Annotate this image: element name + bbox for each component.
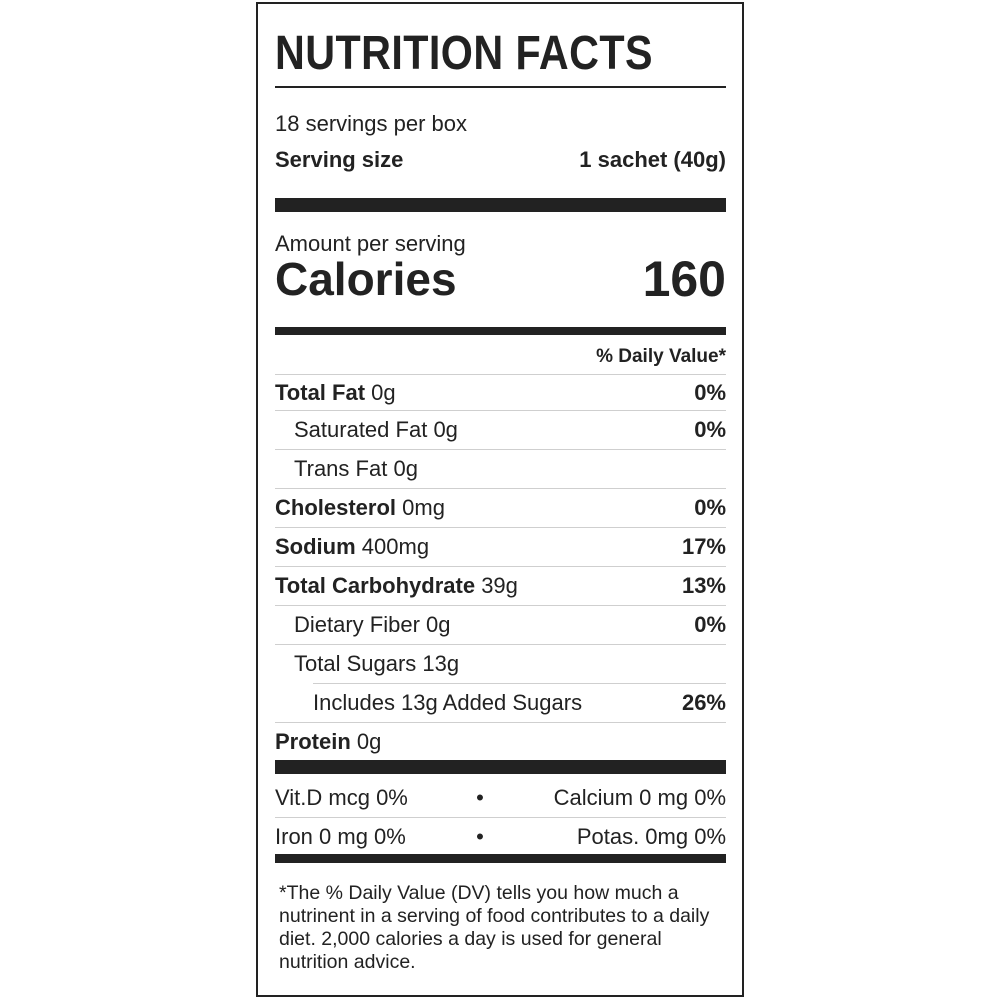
footnote: *The % Daily Value (DV) tells you how mu… [279, 882, 710, 973]
nutrient-row-total-fat: Total Fat 0g 0% [275, 374, 726, 410]
label-title: NUTRITION FACTS [275, 27, 653, 80]
vitamin-d: Vit.D mcg 0% [275, 785, 408, 810]
potassium: Potas. 0mg 0% [576, 824, 726, 849]
nutrient-dv: 0% [694, 417, 726, 442]
nutrient-name: Total Fat [275, 379, 366, 405]
nutrient-amount: 0g [393, 456, 418, 481]
nutrient-amount: 39g [481, 573, 518, 598]
amount-per-serving: Amount per serving [275, 231, 466, 256]
nutrient-name: Saturated Fat [294, 417, 428, 442]
vitamin-row: Iron 0 mg 0% • Potas. 0mg 0% [275, 818, 726, 856]
nutrient-name: Protein [275, 729, 351, 754]
serving-size-row: Serving size 1 sachet (40g) [275, 147, 726, 173]
nutrient-dv: 13% [681, 573, 726, 598]
calories-label: Calories [275, 253, 457, 305]
servings-per-container: 18 servings per box [275, 111, 467, 136]
calcium: Calcium 0 mg 0% [553, 785, 726, 810]
nutrition-facts-label: NUTRITION FACTS 18 servings per box Serv… [256, 2, 744, 997]
calories-value: 160 [642, 251, 726, 307]
nutrient-name: Cholesterol [275, 495, 397, 520]
calories-row: Calories 160 [275, 252, 726, 306]
thick-divider [275, 760, 726, 774]
nutrient-name: Sodium [275, 534, 356, 559]
thick-divider [275, 198, 726, 212]
nutrient-amount: 0g [356, 729, 382, 754]
bullet-separator: • [476, 785, 484, 810]
nutrient-name: Includes 13g Added Sugars [313, 690, 583, 715]
divider [275, 86, 726, 88]
medium-divider [275, 854, 726, 863]
nutrient-dv: 0% [694, 612, 726, 637]
nutrient-dv: 0% [694, 379, 726, 405]
nutrient-row-added-sugars: Includes 13g Added Sugars 26% [313, 683, 726, 722]
nutrient-amount: 0g [426, 612, 451, 637]
vitamin-row: Vit.D mcg 0% • Calcium 0 mg 0% [275, 779, 726, 818]
vitamin-list: Vit.D mcg 0% • Calcium 0 mg 0% Iron 0 mg… [275, 779, 726, 856]
medium-divider [275, 327, 726, 335]
serving-size-value: 1 sachet (40g) [579, 147, 726, 172]
nutrient-row-trans-fat: Trans Fat 0g [275, 449, 726, 488]
serving-size-label: Serving size [275, 147, 404, 172]
nutrient-row-sodium: Sodium 400mg 17% [275, 527, 726, 566]
nutrient-name: Trans Fat [294, 456, 388, 481]
nutrient-dv: 17% [681, 534, 726, 559]
nutrient-row-total-carbohydrate: Total Carbohydrate 39g 13% [275, 566, 726, 605]
nutrient-amount: 13g [422, 651, 460, 676]
daily-value-header: % Daily Value* [596, 346, 726, 367]
nutrient-row-dietary-fiber: Dietary Fiber 0g 0% [275, 605, 726, 644]
nutrient-row-saturated-fat: Saturated Fat 0g 0% [275, 410, 726, 449]
iron: Iron 0 mg 0% [275, 824, 406, 849]
nutrient-name: Total Sugars [294, 651, 417, 676]
bullet-separator: • [476, 824, 484, 849]
nutrient-amount: 0mg [402, 495, 445, 520]
nutrient-dv: 0% [694, 495, 726, 520]
nutrient-name: Total Carbohydrate [275, 573, 476, 598]
nutrient-dv: 26% [681, 690, 726, 715]
nutrient-row-total-sugars: Total Sugars 13g [275, 644, 726, 683]
nutrient-amount: 0g [433, 417, 458, 442]
nutrient-row-cholesterol: Cholesterol 0mg 0% [275, 488, 726, 527]
nutrient-name: Dietary Fiber [294, 612, 420, 637]
nutrient-row-protein: Protein 0g [275, 722, 726, 761]
nutrient-list: Total Fat 0g 0% Saturated Fat 0g 0% Tran… [275, 374, 726, 761]
nutrient-amount: 0g [371, 379, 396, 405]
nutrient-amount: 400mg [361, 534, 430, 559]
